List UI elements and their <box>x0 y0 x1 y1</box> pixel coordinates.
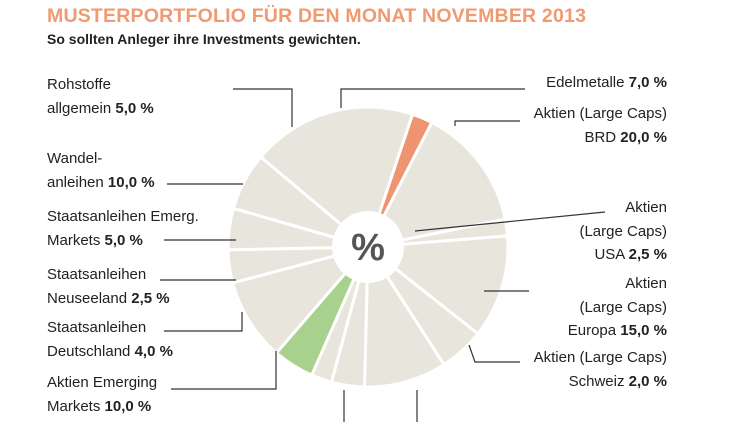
slice-value: 2,0 % <box>628 372 667 390</box>
slice-label-text: Aktien (Large Caps) <box>533 349 667 366</box>
slice-value: 5,0 % <box>104 231 143 249</box>
slice-label-text: Markets <box>47 397 101 415</box>
slice-label-rohstoffe-allgemein: Rohstoffe allgemein 5,0 % <box>47 73 154 120</box>
slice-label-text: Edelmetalle <box>546 74 625 91</box>
pie-slice-aktien-large-caps-europa <box>365 120 507 250</box>
leader-line <box>414 211 606 232</box>
slice-value: 10,0 % <box>107 173 155 191</box>
slice-value: 20,0 % <box>620 128 667 146</box>
slice-value: 2,5 % <box>628 246 667 263</box>
pie-slice-wandel-anleihen <box>230 244 373 356</box>
slice-label-text: anleihen <box>47 173 104 191</box>
slice-label-aktien-large-caps-schweiz: Aktien (Large Caps) Schweiz 2,0 % <box>534 346 667 393</box>
slice-label-aktien-large-caps-usa: Aktien (Large Caps) USA 2,5 % <box>579 196 667 267</box>
slice-label-text: Aktien <box>625 275 667 292</box>
slice-label-text: Staatsanleihen Emerg. <box>47 208 199 225</box>
chart-subtitle: So sollten Anleger ihre Investments gewi… <box>47 31 361 47</box>
center-percent-label: % <box>351 227 385 269</box>
slice-label-text: Aktien (Large Caps) <box>533 105 667 122</box>
slice-value: 7,0 % <box>628 74 667 91</box>
slice-label-aktien-emerging-markets: Aktien Emerging Markets 10,0 % <box>47 371 157 418</box>
chart-title: MUSTERPORTFOLIO FÜR DEN MONAT NOVEMBER 2… <box>47 5 587 27</box>
leader-line <box>340 88 525 108</box>
slice-label-text: USA <box>594 246 625 263</box>
leader-line <box>454 120 520 126</box>
slice-label-text: allgemein <box>47 99 112 117</box>
slice-label-aktien-large-caps-europa: Aktien (Large Caps) Europa 15,0 % <box>568 272 667 343</box>
slice-label-text: Neuseeland <box>47 289 128 307</box>
slice-label-staatsanleihen-emerg-markets: Staatsanleihen Emerg. Markets 5,0 % <box>47 205 199 252</box>
slice-label-edelmetalle: Edelmetalle 7,0 % <box>546 71 667 95</box>
leader-line <box>171 351 277 390</box>
slice-label-text: Wandel- <box>47 150 103 167</box>
slice-label-text: Schweiz <box>568 372 625 390</box>
leader-line <box>164 312 243 332</box>
slice-label-text: Markets <box>47 231 101 249</box>
slice-value: 2,5 % <box>131 289 170 307</box>
slice-value: 10,0 % <box>104 397 152 415</box>
slice-label-staatsanleihen-deutschland: Staatsanleihen Deutschland 4,0 % <box>47 316 173 363</box>
slice-label-text: Europa <box>567 322 617 339</box>
slice-value: 4,0 % <box>134 342 173 360</box>
slice-label-aktien-large-caps-brd: Aktien (Large Caps) BRD 20,0 % <box>534 102 667 149</box>
slice-label-text: Rohstoffe <box>47 76 111 93</box>
slice-label-wandel-anleihen: Wandel-anleihen 10,0 % <box>47 147 155 194</box>
pie-slice-unlabeled-5 <box>364 234 510 336</box>
slice-label-text: Staatsanleihen <box>47 266 147 283</box>
pie-slice-aktien-emerging-markets <box>362 242 447 389</box>
slice-label-text: Aktien <box>625 199 667 216</box>
leader-line <box>233 88 293 127</box>
leader-line <box>468 344 520 363</box>
slice-label-text: (Large Caps) <box>579 298 667 316</box>
slice-label-staatsanleihen-neuseeland: Staatsanleihen Neuseeland 2,5 % <box>47 263 170 310</box>
slice-label-text: Deutschland <box>47 342 131 360</box>
donut-hole <box>332 211 404 283</box>
slice-value: 15,0 % <box>620 322 667 339</box>
slice-label-text: Aktien Emerging <box>47 374 158 391</box>
slice-label-text: BRD <box>584 128 617 146</box>
slice-label-text: Staatsanleihen <box>47 319 147 336</box>
slice-value: 5,0 % <box>115 99 154 117</box>
slice-label-text: (Large Caps) <box>579 222 667 240</box>
